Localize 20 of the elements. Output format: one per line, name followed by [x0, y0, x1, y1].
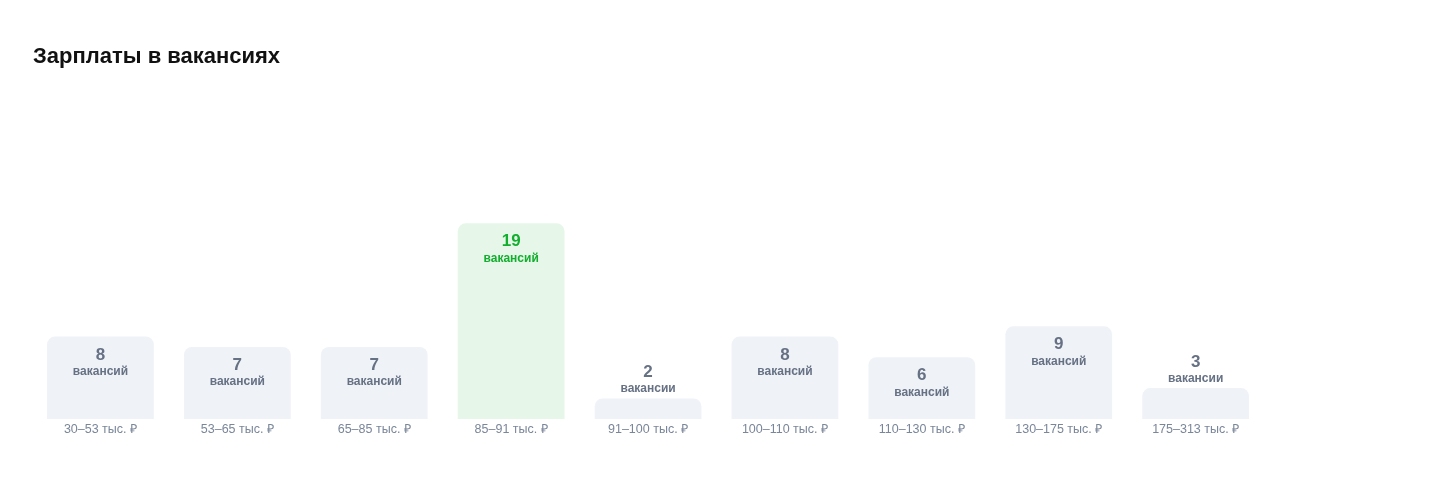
data-label: 9 вакансий — [1031, 334, 1087, 368]
data-label: 19 вакансий — [483, 231, 539, 265]
data-label: 7 вакансий — [346, 354, 402, 389]
x-tick-label: 53–65 тыс. ₽ — [200, 421, 274, 436]
x-tick-label: 65–85 тыс. ₽ — [337, 421, 411, 436]
x-tick-label: 130–175 тыс. ₽ — [1015, 421, 1103, 436]
bar — [457, 223, 565, 419]
data-label: 8 вакансий — [72, 344, 129, 379]
x-tick-label: 91–100 тыс. ₽ — [608, 421, 689, 436]
data-label: 7 вакансий — [209, 354, 265, 389]
data-label: 6 вакансий — [894, 365, 950, 399]
chart-title: Зарплаты в вакансиях — [33, 42, 281, 68]
x-tick-label: 85–91 тыс. ₽ — [474, 421, 548, 436]
x-tick-label: 30–53 тыс. ₽ — [63, 421, 138, 436]
x-tick-label: 110–130 тыс. ₽ — [878, 421, 965, 436]
x-tick-label: 175–313 тыс. ₽ — [1152, 421, 1240, 436]
x-tick-label: 100–110 тыс. ₽ — [741, 421, 829, 436]
data-label: 3 вакансии — [1168, 351, 1224, 386]
data-label: 2 вакансии — [620, 361, 676, 396]
data-label: 8 вакансий — [757, 344, 813, 379]
